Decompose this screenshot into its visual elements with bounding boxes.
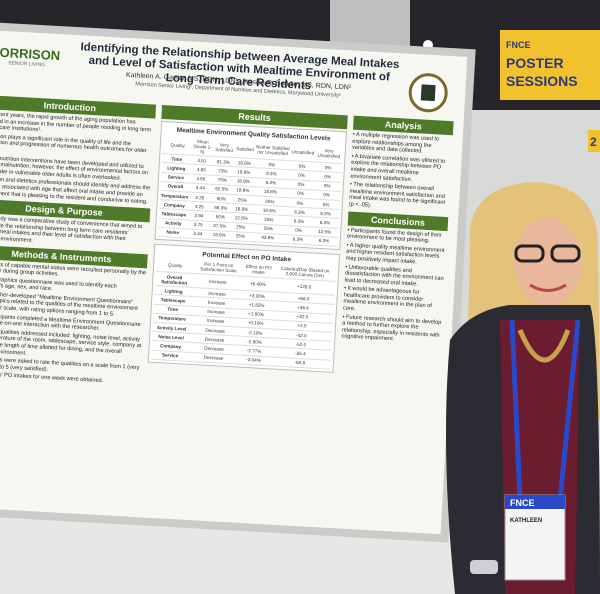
lanyard [509, 319, 523, 501]
necklace [517, 329, 571, 363]
badge [504, 494, 566, 581]
glasses [514, 244, 545, 263]
side-sign [588, 130, 600, 152]
poster: MORRISON SENIOR LIVING Identifying the R… [0, 30, 468, 535]
badge-name: KATHLEEN [510, 518, 542, 524]
badge-header [505, 495, 565, 509]
side-sign-text: 2 [590, 135, 597, 149]
lanyard [557, 319, 581, 501]
smile [529, 283, 567, 292]
sign-text: FNCE [506, 40, 531, 50]
seal-shield [420, 84, 436, 102]
watch [470, 560, 498, 574]
university-seal [408, 73, 448, 113]
sign-text: POSTER [506, 55, 564, 71]
badge-event: FNCE [510, 498, 535, 508]
sign-text: SESSIONS [506, 73, 578, 89]
glasses [550, 244, 581, 263]
poster-sessions-sign [500, 30, 600, 100]
ceiling-light [423, 40, 433, 50]
